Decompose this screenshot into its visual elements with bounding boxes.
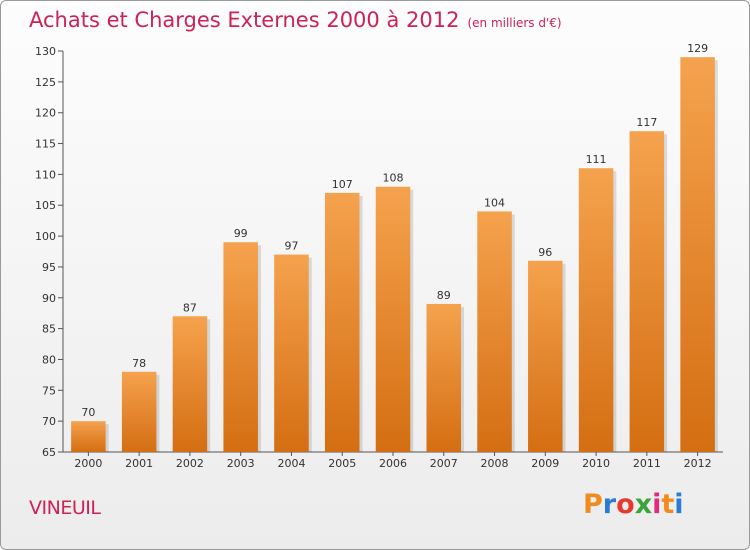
chart-title: Achats et Charges Externes 2000 à 2012 (e…	[29, 8, 562, 32]
chart-title-text: Achats et Charges Externes 2000 à 2012	[29, 8, 460, 32]
logo-letter: r	[602, 489, 617, 520]
logo-letter: t	[661, 489, 675, 520]
y-tick-label: 115	[35, 138, 56, 151]
x-tick-label: 2012	[684, 457, 712, 470]
y-axis: 65 70 75 80 85 90 95 100 105 110 115 120 125 130	[35, 45, 64, 459]
bar	[324, 192, 360, 452]
bar	[274, 254, 309, 452]
x-tick-label: 2001	[125, 457, 153, 470]
y-tick-label: 120	[35, 107, 56, 120]
proxiti-logo[interactable]: Proxiti	[583, 489, 684, 520]
x-tick-label: 2005	[328, 457, 356, 470]
logo-letter: x	[634, 489, 653, 520]
data-label: 78	[132, 357, 146, 370]
bar	[375, 186, 411, 452]
chart-unit: (en milliers d'€)	[467, 16, 562, 30]
data-label: 99	[234, 227, 248, 240]
bar	[578, 168, 614, 452]
data-label: 117	[636, 116, 657, 129]
x-tick-label: 2000	[74, 457, 102, 470]
bar	[121, 371, 157, 452]
y-tick-label: 80	[42, 353, 56, 366]
data-label: 111	[586, 153, 607, 166]
x-tick-label: 2007	[430, 457, 458, 470]
y-tick-label: 75	[42, 384, 56, 397]
y-tick-label: 130	[35, 45, 56, 58]
data-label: 97	[284, 240, 298, 253]
x-tick-label: 2010	[582, 457, 610, 470]
x-tick-label: 2011	[633, 457, 661, 470]
y-tick-label: 85	[42, 323, 56, 336]
x-tick-label: 2009	[531, 457, 559, 470]
bar	[426, 303, 462, 452]
data-label: 89	[437, 289, 451, 302]
y-tick-label: 105	[35, 199, 56, 212]
bar	[528, 260, 563, 452]
y-tick-label: 95	[42, 261, 56, 274]
bar	[629, 131, 665, 452]
data-label: 107	[332, 178, 353, 191]
logo-letter: o	[616, 489, 635, 520]
x-tick-label: 2002	[176, 457, 204, 470]
y-tick-label: 65	[42, 446, 56, 459]
bar	[172, 316, 208, 452]
x-tick-label: 2003	[227, 457, 255, 470]
bar	[680, 57, 715, 453]
y-tick-label: 90	[42, 292, 56, 305]
x-axis: 2000 2001 2002 2003 2004 2005 2006 2007 2008 2009…	[63, 451, 723, 470]
x-tick-label: 2004	[277, 457, 305, 470]
bar	[477, 211, 512, 452]
x-tick-label: 2006	[379, 457, 407, 470]
data-label: 96	[538, 246, 552, 259]
logo-letter: i	[652, 489, 662, 520]
bar	[71, 421, 106, 452]
logo-letter: i	[674, 489, 684, 520]
bars-group: 70 78 87 99 97 107 108 89 104 96 111 117 129	[71, 42, 718, 453]
data-label: 108	[383, 172, 404, 185]
y-tick-label: 125	[35, 76, 56, 89]
y-tick-label: 100	[35, 230, 56, 243]
y-tick-label: 70	[42, 415, 56, 428]
data-label: 87	[183, 301, 197, 314]
data-label: 104	[484, 196, 505, 209]
data-label: 70	[81, 406, 95, 419]
logo-letter: P	[583, 489, 603, 520]
data-label: 129	[687, 42, 708, 55]
place-name: VINEUIL	[29, 497, 101, 519]
y-tick-label: 110	[35, 168, 56, 181]
bar	[223, 242, 258, 452]
x-tick-label: 2008	[481, 457, 509, 470]
